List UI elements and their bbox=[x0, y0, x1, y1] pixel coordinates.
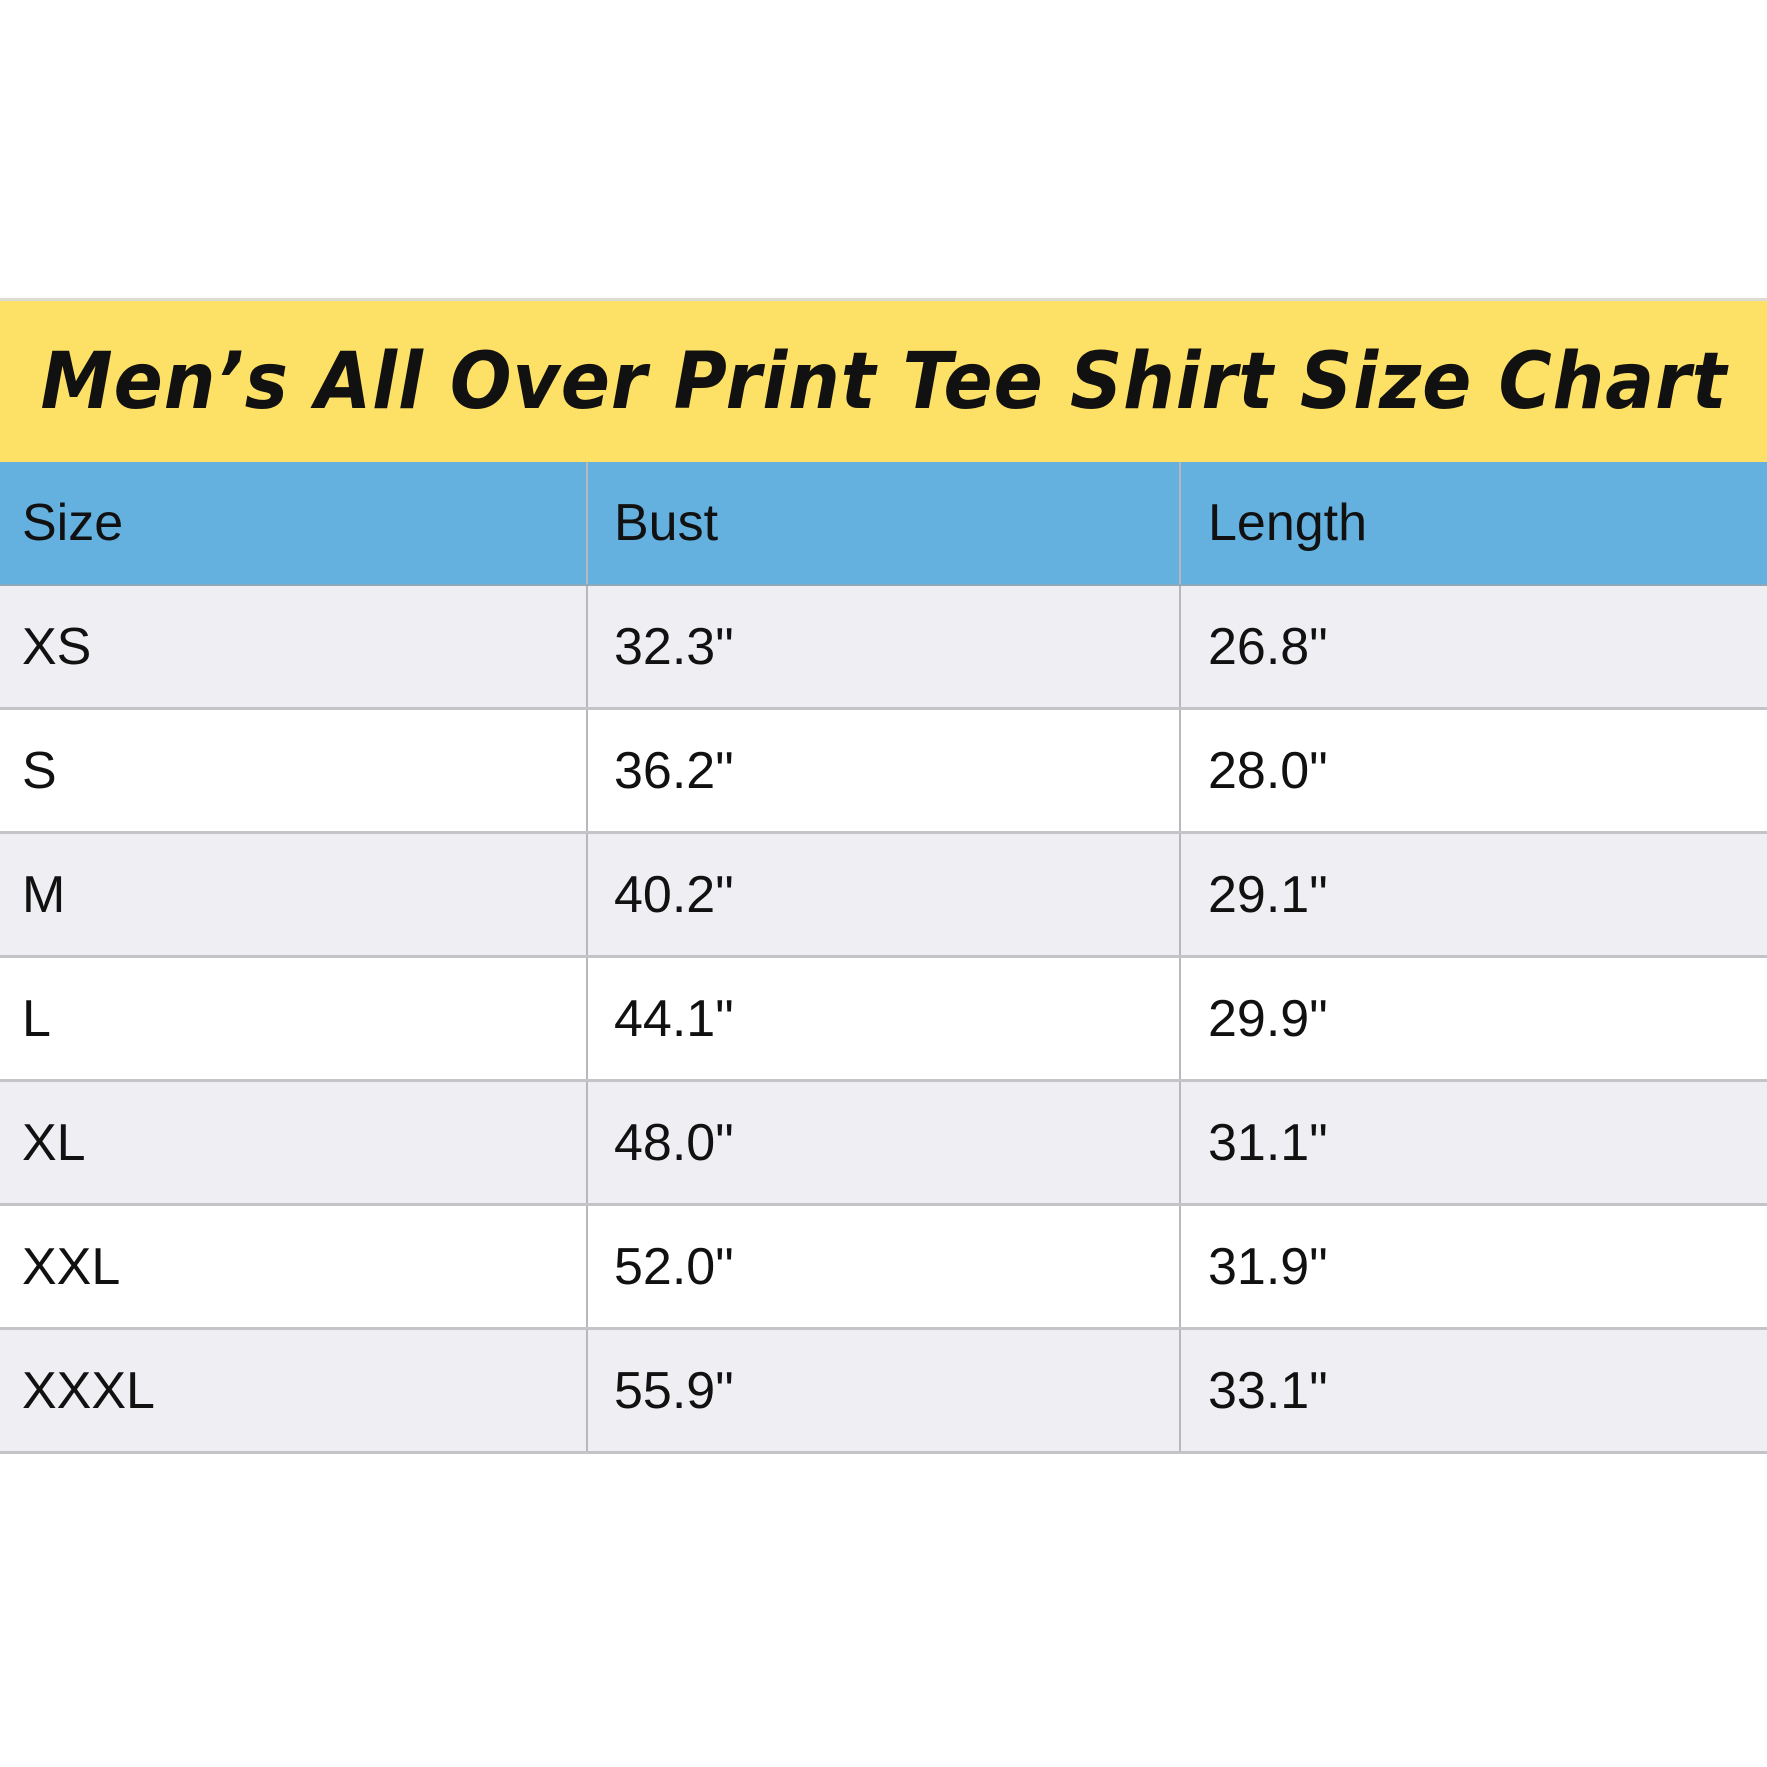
length-cell: 29.1" bbox=[1208, 865, 1328, 924]
bust-cell: 52.0" bbox=[588, 1206, 1181, 1327]
length-cell: 26.8" bbox=[1208, 617, 1328, 676]
chart-title: Men’s All Over Print Tee Shirt Size Char… bbox=[40, 336, 1727, 427]
size-cell: L bbox=[0, 958, 588, 1079]
bust-cell: 40.2" bbox=[588, 834, 1181, 955]
size-cell: XL bbox=[0, 1082, 588, 1203]
bust-cell: 48.0" bbox=[588, 1082, 1181, 1203]
bust-cell: 32.3" bbox=[588, 586, 1181, 707]
header-size: Size bbox=[0, 462, 588, 584]
bust-cell: 36.2" bbox=[588, 710, 1181, 831]
length-cell: 33.1" bbox=[1208, 1361, 1328, 1420]
size-cell: XXXL bbox=[0, 1330, 588, 1451]
header-bust: Bust bbox=[588, 462, 1181, 584]
bust-cell: 55.9" bbox=[588, 1330, 1181, 1451]
table-row: XXL 52.0" 31.9" bbox=[0, 1206, 1767, 1330]
bust-cell: 44.1" bbox=[588, 958, 1181, 1079]
size-table: Size Bust Length XS 32.3" 26.8" S 36.2" 28.0"… bbox=[0, 462, 1767, 1454]
length-cell: 31.9" bbox=[1208, 1237, 1328, 1296]
table-row: XS 32.3" 26.8" bbox=[0, 586, 1767, 710]
table-header-row: Size Bust Length bbox=[0, 462, 1767, 586]
title-banner: Men’s All Over Print Tee Shirt Size Char… bbox=[0, 298, 1767, 462]
size-cell: M bbox=[0, 834, 588, 955]
size-cell: XXL bbox=[0, 1206, 588, 1327]
table-row: XL 48.0" 31.1" bbox=[0, 1082, 1767, 1206]
table-row: S 36.2" 28.0" bbox=[0, 710, 1767, 834]
table-row: L 44.1" 29.9" bbox=[0, 958, 1767, 1082]
length-cell: 31.1" bbox=[1208, 1113, 1328, 1172]
length-cell: 28.0" bbox=[1208, 741, 1328, 800]
length-cell: 29.9" bbox=[1208, 989, 1328, 1048]
table-row: XXXL 55.9" 33.1" bbox=[0, 1330, 1767, 1454]
size-cell: XS bbox=[0, 586, 588, 707]
header-length: Length bbox=[1208, 494, 1368, 552]
table-row: M 40.2" 29.1" bbox=[0, 834, 1767, 958]
size-cell: S bbox=[0, 710, 588, 831]
